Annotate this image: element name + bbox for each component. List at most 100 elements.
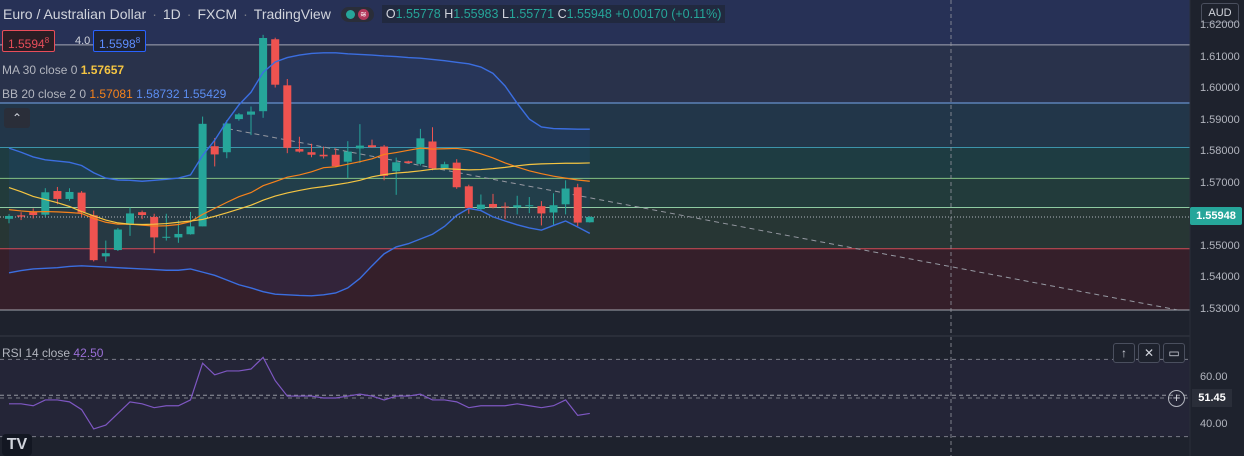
rsi-legend[interactable]: RSI 14 close 42.50 [2, 346, 103, 360]
close-icon: ✕ [1143, 346, 1155, 360]
price-tick-label: 1.57000 [1200, 176, 1240, 189]
candle-body [126, 213, 134, 225]
ma-line [8, 162, 590, 226]
candle-body [549, 205, 558, 213]
currency-selector[interactable]: AUD [1201, 3, 1239, 23]
sell-button[interactable]: 1.55948 [2, 30, 56, 52]
close-pane-button[interactable]: ✕ [1138, 343, 1160, 363]
separator: · [186, 6, 192, 22]
symbol-title[interactable]: Euro / Australian Dollar [3, 6, 147, 22]
candle-body [380, 146, 389, 176]
candle-body [392, 162, 401, 172]
exchange: FXCM [197, 6, 238, 22]
rsi-label: RSI 14 close [2, 346, 71, 360]
candle-body [428, 141, 437, 169]
last-price-label: 1.55948 [1190, 207, 1242, 225]
zone-band [0, 44, 1190, 103]
price-tick-label: 1.54000 [1200, 271, 1240, 284]
candle-body [537, 206, 546, 214]
candle-body [41, 192, 50, 215]
market-status-pill[interactable]: ≋ [340, 6, 374, 22]
ma-value: 1.57657 [80, 63, 125, 77]
candle-body [319, 154, 328, 157]
bb-basis-line [8, 147, 590, 227]
platform: TradingView [253, 6, 331, 22]
bb-label: BB 20 close 2 0 [2, 87, 87, 101]
separator: · [243, 6, 248, 22]
candle-body [150, 216, 159, 238]
spread-value: 4.0 [75, 35, 91, 47]
change-value: +0.00170 (+0.11%) [615, 7, 722, 21]
candle-body [355, 145, 364, 149]
data-status-icon: ≋ [357, 8, 369, 20]
rsi-tick-label: 60.00 [1200, 371, 1228, 383]
candle-body [138, 212, 147, 216]
bb-legend[interactable]: BB 20 close 2 0 1.57081 1.58732 1.55429 [2, 87, 226, 101]
bb-lower-line [8, 207, 591, 297]
candle-body [186, 226, 195, 235]
tradingview-logo[interactable]: TV [2, 434, 32, 456]
ma-label: MA 30 close 0 [2, 63, 78, 77]
candle-body [247, 111, 255, 115]
buy-button[interactable]: 1.55988 [93, 30, 147, 52]
candle-body [89, 215, 98, 261]
candle-body [53, 191, 62, 199]
candle-body [295, 149, 304, 152]
rsi-tick-label: 40.00 [1200, 418, 1228, 430]
rsi-value: 42.50 [73, 346, 104, 360]
chevron-up-icon: ⌃ [11, 111, 23, 125]
maximize-pane-button[interactable]: ▭ [1163, 343, 1185, 363]
bb-upper-value: 1.58732 [136, 87, 180, 101]
candle-body [476, 204, 485, 210]
bb-lower-value: 1.55429 [182, 87, 227, 101]
zone-band [0, 207, 1190, 249]
price-tick-label: 1.60000 [1200, 82, 1240, 95]
market-open-icon [345, 9, 355, 19]
move-pane-up-button[interactable]: ↑ [1113, 343, 1135, 363]
bb-upper-line [8, 52, 590, 182]
candle-body [113, 229, 122, 251]
bb-basis-value: 1.57081 [89, 87, 133, 101]
collapse-legend-button[interactable]: ⌃ [4, 108, 30, 128]
restore-icon: ▭ [1168, 346, 1180, 360]
price-tick-label: 1.55000 [1200, 239, 1240, 252]
candle-body [452, 162, 461, 188]
candle-body [464, 186, 473, 209]
candle-body [65, 191, 74, 199]
arrow-up-icon: ↑ [1121, 346, 1127, 360]
price-tick-label: 1.53000 [1200, 303, 1240, 315]
candle-body [368, 145, 376, 148]
candle-body [162, 236, 171, 238]
timeframe[interactable]: 1D [162, 6, 181, 22]
candle-body [5, 215, 13, 219]
high-value: 1.55983 [453, 7, 499, 21]
price-tick-label: 1.58000 [1200, 145, 1240, 158]
close-value: 1.55948 [566, 7, 612, 21]
candle-body [17, 215, 26, 217]
low-value: 1.55771 [508, 7, 555, 21]
price-tick-label: 1.59000 [1200, 113, 1240, 126]
candle-body [440, 164, 449, 168]
candle-body [174, 233, 183, 238]
candle-body [29, 212, 38, 216]
candle-body [489, 203, 497, 208]
candle-body [283, 85, 292, 148]
zone-band [0, 248, 1190, 310]
candle-body [222, 123, 231, 153]
rsi-line [9, 356, 590, 430]
plus-circle-icon[interactable]: + [1168, 390, 1185, 407]
open-value: 1.55778 [395, 7, 441, 21]
zone-band [0, 147, 1190, 179]
candle-body [501, 206, 510, 208]
price-tick-label: 1.61000 [1200, 50, 1240, 63]
candle-body [513, 205, 522, 208]
ma-legend[interactable]: MA 30 close 0 1.57657 [2, 63, 124, 77]
candle-body [561, 188, 570, 205]
ohlc-readout: O1.55778 H1.55983 L1.55771 C1.55948 +0.0… [381, 5, 726, 23]
candle-body [404, 161, 413, 163]
candle-body [210, 146, 219, 155]
candle-body [573, 187, 582, 223]
chart-header: Euro / Australian Dollar · 1D · FXCM · T… [0, 2, 726, 26]
zone-band [0, 178, 1190, 208]
